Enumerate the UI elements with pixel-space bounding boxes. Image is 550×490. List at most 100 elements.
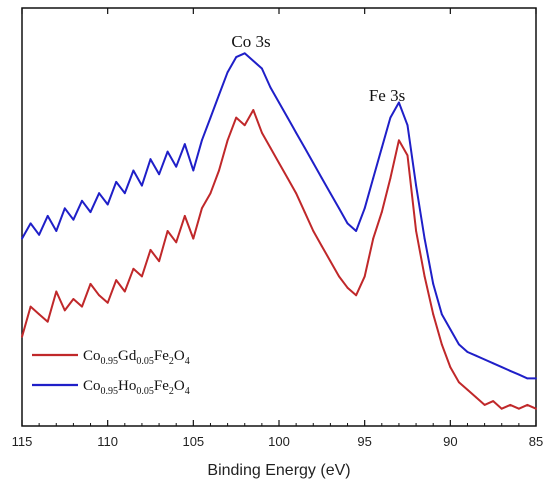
data-point <box>389 177 392 180</box>
data-point <box>303 211 306 214</box>
data-point <box>278 101 280 104</box>
data-point <box>526 404 529 406</box>
data-point <box>363 275 366 278</box>
data-point <box>192 169 195 172</box>
x-tick-label: 90 <box>443 434 457 449</box>
data-point <box>141 275 143 278</box>
series-1 <box>21 109 537 410</box>
data-point <box>518 407 520 410</box>
data-point <box>389 116 392 119</box>
data-point <box>226 139 229 142</box>
data-point <box>380 146 383 149</box>
data-point <box>458 381 460 384</box>
data-point <box>46 215 49 217</box>
data-point <box>423 275 426 278</box>
data-point <box>21 335 23 338</box>
series-layer <box>21 52 537 410</box>
data-point <box>106 203 109 206</box>
data-point <box>346 286 349 289</box>
data-point <box>458 343 460 346</box>
data-point <box>518 373 520 376</box>
data-point <box>115 279 118 281</box>
data-point <box>141 184 143 187</box>
data-point <box>475 354 477 357</box>
data-point <box>406 154 409 157</box>
data-point <box>166 230 169 232</box>
annotation-fe3s: Fe 3s <box>369 86 405 105</box>
data-point <box>449 328 452 331</box>
data-point <box>235 116 238 119</box>
data-point <box>320 245 323 248</box>
data-point <box>218 169 220 172</box>
data-point <box>235 56 238 58</box>
data-point <box>432 283 435 285</box>
data-point <box>252 60 255 62</box>
data-point <box>149 158 152 161</box>
legend-label: Co0.95Gd0.05Fe2O4 <box>83 348 190 367</box>
data-point <box>72 218 75 221</box>
data-point <box>492 400 495 402</box>
x-tick-label: 105 <box>182 434 204 449</box>
data-point <box>21 237 23 240</box>
data-point <box>149 249 152 251</box>
data-point <box>500 366 503 368</box>
data-point <box>483 358 486 361</box>
data-point <box>423 237 426 240</box>
data-point <box>89 211 92 214</box>
x-tick-label: 95 <box>357 434 371 449</box>
data-point <box>201 139 203 142</box>
data-point <box>398 139 400 142</box>
data-point <box>415 230 417 232</box>
data-point <box>526 377 529 380</box>
data-point <box>123 192 126 195</box>
data-point <box>55 230 58 232</box>
data-point <box>286 116 289 119</box>
data-point <box>261 67 263 70</box>
data-point <box>449 366 452 368</box>
data-point <box>295 192 297 195</box>
x-tick-label: 85 <box>529 434 543 449</box>
data-point <box>72 298 75 300</box>
data-point <box>166 150 169 153</box>
data-point <box>243 124 246 127</box>
data-point <box>415 184 417 187</box>
data-point <box>278 162 280 164</box>
data-point <box>209 116 212 119</box>
data-point <box>269 146 272 149</box>
data-point <box>63 207 66 210</box>
data-point <box>346 222 349 225</box>
data-point <box>355 230 357 232</box>
data-point <box>355 294 357 297</box>
data-point <box>261 131 263 134</box>
data-point <box>286 177 289 180</box>
data-point <box>466 351 469 353</box>
data-point <box>509 370 512 372</box>
data-point <box>312 162 315 164</box>
data-point <box>89 283 92 285</box>
x-axis: 115 110 105 100 95 90 85 <box>12 8 543 449</box>
data-point <box>338 207 340 210</box>
data-point <box>98 294 100 297</box>
data-point <box>320 177 323 180</box>
data-point <box>46 320 49 323</box>
data-point <box>81 199 83 202</box>
data-point <box>406 124 409 127</box>
data-point <box>380 211 383 214</box>
annotation-co3s: Co 3s <box>231 32 270 51</box>
data-point <box>218 94 220 96</box>
data-point <box>201 207 203 210</box>
data-point <box>38 313 40 316</box>
data-point <box>115 181 118 183</box>
data-point <box>175 241 178 244</box>
data-point <box>500 407 503 410</box>
data-point <box>38 233 40 236</box>
data-point <box>329 192 332 195</box>
data-point <box>535 377 537 380</box>
data-point <box>535 407 537 410</box>
data-point <box>440 343 443 346</box>
data-point <box>183 143 186 146</box>
data-point <box>303 146 306 149</box>
data-point <box>329 260 332 263</box>
data-point <box>55 290 58 293</box>
